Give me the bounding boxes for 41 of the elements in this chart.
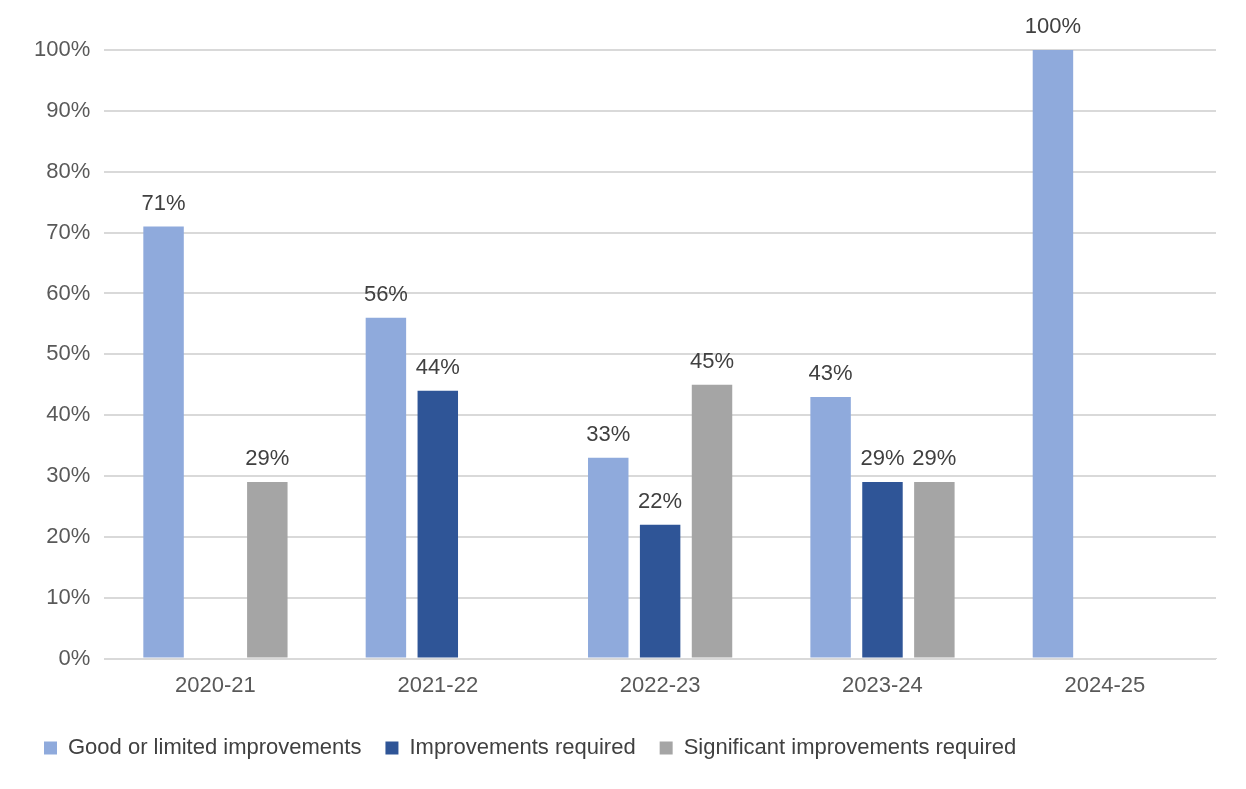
x-tick-label: 2020-21 bbox=[175, 671, 256, 697]
y-tick-label: 0% bbox=[58, 644, 91, 670]
data-label: 43% bbox=[808, 359, 853, 385]
y-tick-label: 60% bbox=[46, 279, 91, 305]
y-tick-label: 10% bbox=[46, 583, 91, 609]
bar bbox=[417, 390, 459, 658]
data-label: 29% bbox=[912, 445, 957, 471]
data-label: 22% bbox=[638, 487, 683, 513]
bar bbox=[691, 384, 733, 658]
y-tick-label: 20% bbox=[46, 522, 91, 548]
bar bbox=[810, 396, 851, 658]
bar bbox=[639, 524, 681, 658]
data-label: 100% bbox=[1024, 13, 1082, 39]
y-tick-label: 30% bbox=[46, 462, 91, 488]
y-tick-label: 70% bbox=[46, 218, 91, 244]
legend-label: Improvements required bbox=[409, 734, 636, 760]
y-tick-label: 40% bbox=[46, 401, 91, 427]
data-label: 33% bbox=[586, 420, 631, 446]
x-tick-label: 2024-25 bbox=[1064, 671, 1146, 697]
data-label: 56% bbox=[363, 280, 408, 306]
bar bbox=[862, 482, 903, 658]
y-tick-label: 90% bbox=[46, 96, 91, 122]
y-tick-label: 50% bbox=[46, 340, 91, 366]
legend-label: Significant improvements required bbox=[683, 734, 1017, 760]
x-tick-label: 2023-24 bbox=[842, 671, 923, 697]
bar bbox=[365, 317, 407, 658]
bar bbox=[914, 482, 955, 658]
y-tick-label: 100% bbox=[33, 36, 91, 62]
data-label: 29% bbox=[245, 445, 290, 471]
data-label: 44% bbox=[415, 353, 460, 379]
bar bbox=[143, 226, 184, 658]
data-label: 71% bbox=[141, 189, 186, 215]
x-tick-label: 2022-23 bbox=[619, 671, 701, 697]
data-label: 45% bbox=[689, 347, 735, 373]
bar bbox=[588, 457, 629, 658]
x-tick-label: 2021-22 bbox=[397, 671, 479, 697]
legend-label: Good or limited improvements bbox=[68, 734, 362, 760]
data-label: 29% bbox=[860, 445, 905, 471]
y-tick-label: 80% bbox=[46, 157, 91, 183]
bar bbox=[1032, 50, 1074, 658]
bar bbox=[247, 482, 288, 658]
